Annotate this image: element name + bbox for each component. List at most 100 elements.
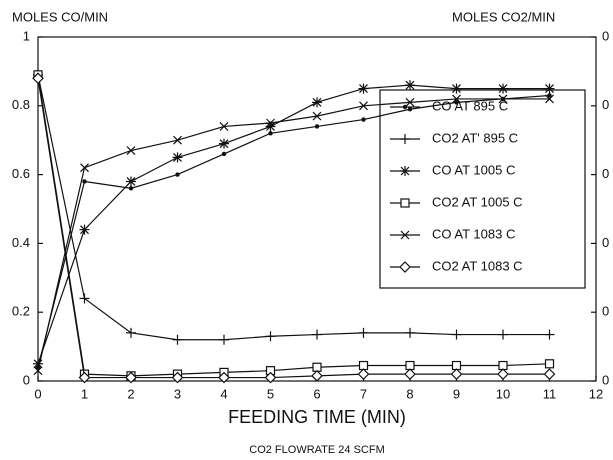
marker [400, 134, 410, 144]
y2-tick-label: 0 [602, 28, 609, 43]
x-tick-label: 12 [589, 386, 603, 401]
y2-axis-title: MOLES CO2/MIN [452, 9, 555, 24]
legend-label: CO AT 895 C [432, 98, 508, 113]
marker-diamond [450, 368, 463, 380]
marker-stroke [33, 366, 43, 376]
marker-stroke [452, 94, 461, 104]
marker [268, 131, 273, 136]
marker-stroke [400, 166, 410, 176]
marker-diamond [218, 371, 230, 384]
marker-square [544, 359, 555, 369]
marker-stroke [359, 101, 368, 111]
series-line [37, 84, 550, 364]
marker-stroke [266, 122, 275, 131]
y2-tick-label: 0 [602, 166, 609, 181]
marker-square [400, 198, 410, 208]
y-tick-label: 0.2 [12, 304, 30, 319]
marker [312, 329, 322, 340]
y2-tick-label: 0 [602, 372, 609, 387]
marker-diamond [357, 368, 370, 380]
marker [312, 97, 322, 108]
y2-tick-label: 0 [602, 304, 609, 319]
marker [405, 327, 415, 338]
marker-stroke [173, 135, 182, 145]
marker [79, 293, 90, 304]
marker [544, 329, 555, 340]
x-tick-label: 9 [453, 386, 460, 401]
marker [407, 107, 413, 112]
marker-stroke [452, 84, 461, 94]
marker-dot [407, 107, 413, 112]
marker-stroke [359, 84, 368, 94]
series-line [37, 94, 550, 368]
marker [454, 100, 459, 105]
marker [544, 359, 555, 369]
marker [171, 371, 184, 384]
marker [78, 371, 91, 384]
legend-box [379, 89, 586, 289]
marker [264, 371, 277, 384]
marker [452, 94, 461, 104]
marker-stroke [405, 97, 415, 107]
marker [497, 368, 509, 380]
x-tick-label: 2 [127, 386, 134, 401]
marker [311, 369, 323, 382]
marker [82, 179, 87, 184]
y2-tick-label: 0 [602, 97, 609, 112]
series-line [37, 74, 550, 341]
marker-stroke [498, 94, 508, 104]
y-tick-label: 0.6 [12, 166, 30, 181]
marker [404, 368, 416, 380]
marker [400, 230, 410, 240]
series-line [37, 74, 550, 377]
marker-diamond [264, 371, 277, 384]
x-tick-label: 0 [34, 386, 41, 401]
marker-diamond [32, 72, 44, 85]
y-axis-title: MOLES CO/MIN [12, 9, 108, 24]
y-tick-label: 1 [23, 28, 30, 43]
marker [126, 327, 136, 338]
marker [357, 368, 370, 380]
legend-label: CO AT 1005 C [432, 162, 515, 177]
marker [547, 93, 552, 98]
series-line [37, 98, 550, 371]
marker-stroke [80, 163, 89, 173]
marker [544, 83, 555, 94]
marker [172, 152, 183, 163]
marker-stroke [219, 139, 229, 149]
y2-tick-label: 0 [602, 235, 609, 250]
y-tick-label: 0.4 [12, 235, 30, 250]
marker-stroke [545, 84, 554, 94]
marker [219, 138, 229, 149]
marker [545, 94, 554, 104]
x-tick-label: 10 [496, 386, 510, 401]
marker [314, 124, 320, 129]
marker [400, 166, 410, 176]
y-tick-label: 0.8 [12, 97, 30, 112]
legend-label: CO2 AT 1083 C [432, 258, 523, 273]
note: CO2 FLOWRATE 24 SCFM [249, 444, 384, 456]
marker [312, 111, 322, 121]
marker [221, 151, 227, 157]
marker [126, 176, 136, 187]
marker [358, 327, 369, 338]
marker-dot [82, 179, 87, 184]
marker-stroke [545, 94, 554, 104]
marker [128, 186, 134, 191]
x-tick-label: 11 [543, 386, 557, 401]
marker [498, 83, 508, 94]
marker [400, 198, 410, 208]
marker [219, 122, 229, 131]
legend-label: CO AT 1083 C [432, 226, 515, 241]
marker [125, 371, 137, 384]
marker-dot [361, 117, 366, 122]
y-tick-label: 0 [23, 372, 30, 387]
x-tick-label: 7 [360, 386, 367, 401]
marker [450, 368, 463, 380]
x-tick-label: 4 [220, 386, 227, 401]
marker-stroke [126, 146, 136, 155]
marker [498, 329, 508, 340]
marker [405, 97, 415, 107]
marker [451, 83, 462, 94]
